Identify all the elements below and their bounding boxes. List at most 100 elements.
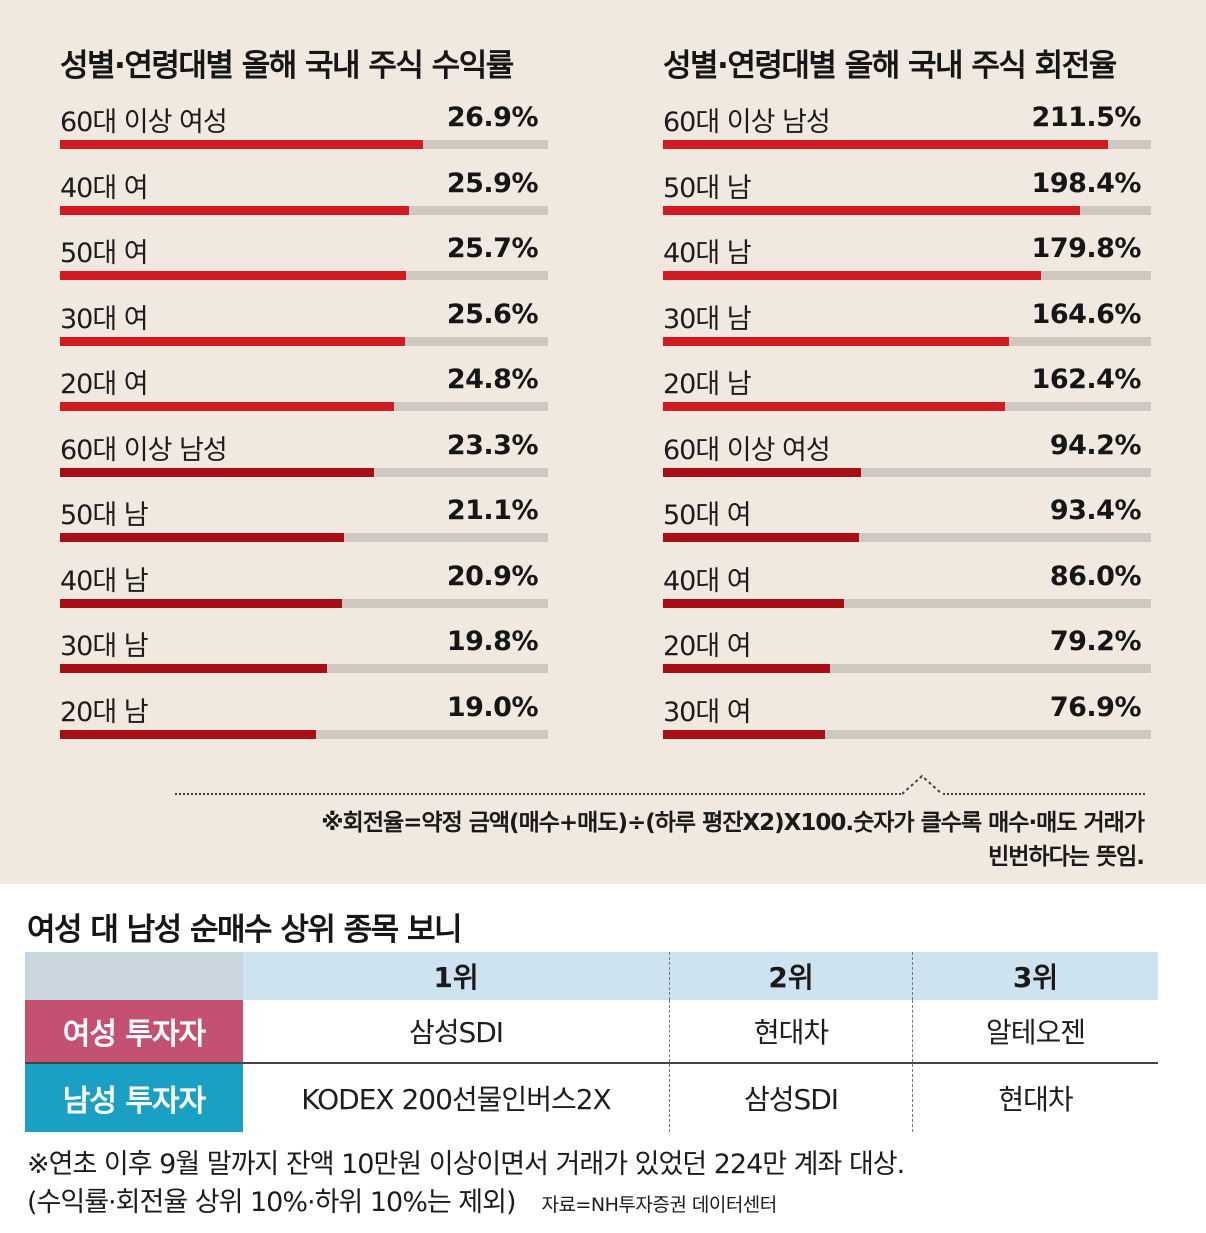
bar-track	[60, 205, 548, 215]
bar-category-label: 50대 여	[663, 500, 752, 531]
bar-category-label: 60대 이상 여성	[60, 107, 228, 138]
bar	[60, 402, 395, 411]
bar-value-label: 211.5%	[1031, 102, 1142, 133]
bar-row: 50대 여 25.7%	[60, 227, 548, 293]
bar-category-label: 20대 남	[663, 369, 752, 400]
bar-value-label: 25.7%	[446, 233, 539, 264]
bar-row: 20대 여 24.8%	[60, 358, 548, 424]
bar-row: 30대 남 164.6%	[663, 293, 1151, 359]
bar-category-label: 20대 여	[663, 631, 752, 662]
bar	[663, 729, 825, 739]
bar	[663, 140, 1108, 149]
bar-track	[60, 467, 548, 477]
bar-row: 40대 남 179.8%	[663, 227, 1151, 293]
bar	[663, 205, 1081, 215]
return-rate-chart: 성별·연령대별 올해 국내 주식 수익률 60대 이상 여성 26.9% 40대 여…	[60, 40, 548, 751]
table-cell: 현대차	[670, 1000, 913, 1062]
table-row-men: 남성 투자자 KODEX 200선물인버스2X 삼성SDI 현대차	[25, 1062, 1158, 1132]
bar-value-label: 25.6%	[446, 298, 539, 330]
table-cell: 삼성SDI	[243, 1000, 670, 1062]
bar-category-label: 20대 여	[60, 369, 149, 400]
bar-value-label: 24.8%	[446, 364, 539, 395]
bar	[60, 598, 342, 608]
bar-row: 60대 이상 여성 94.2%	[663, 424, 1151, 490]
table-cell: 현대차	[998, 1083, 1073, 1116]
bar	[60, 533, 345, 542]
bar	[663, 402, 1005, 411]
bar	[60, 467, 375, 477]
bar-row: 60대 이상 남성 23.3%	[60, 424, 548, 490]
bar-category-label: 30대 여	[663, 696, 752, 728]
bar-value-label: 25.9%	[446, 167, 539, 199]
row-header-women: 여성 투자자	[25, 1000, 243, 1062]
note-line-2: (수익률·회전율 상위 10%·하위 10%는 제외) 자료=NH투자증권 데이터…	[27, 1184, 904, 1224]
bar-track	[60, 402, 548, 411]
bar-value-label: 164.6%	[1031, 298, 1142, 330]
bar	[663, 664, 830, 673]
bar-row: 50대 여 93.4%	[663, 489, 1151, 555]
bar	[663, 598, 844, 608]
footnote-line-2: 빈번하다는 뜻임.	[988, 844, 1145, 870]
bar-row: 40대 여 25.9%	[60, 162, 548, 228]
bar-value-label: 179.8%	[1031, 233, 1142, 264]
bar-track	[60, 140, 548, 149]
bar-track	[663, 271, 1151, 280]
bar-value-label: 20.9%	[446, 560, 539, 592]
bar-category-label: 60대 이상 여성	[663, 434, 831, 466]
dotted-divider	[175, 793, 1145, 795]
bar-value-label: 162.4%	[1031, 364, 1142, 395]
bar-track	[60, 598, 548, 608]
bar-track	[663, 664, 1151, 673]
turnover-footnote: ※회전율=약정 금액(매수+매도)÷(하루 평잔X2)X100.숫자가 클수록 …	[164, 806, 1145, 874]
bar-value-label: 94.2%	[1049, 429, 1142, 461]
bar-track	[60, 336, 548, 346]
bar-track	[60, 664, 548, 673]
bar-row: 40대 남 20.9%	[60, 555, 548, 621]
bar-value-label: 26.9%	[446, 102, 539, 133]
bar-row: 50대 남 21.1%	[60, 489, 548, 555]
top-stocks-table: 1위 2위 3위 여성 투자자 삼성SDI 현대차 알테오젠 남성 투자자 KO…	[25, 952, 1158, 1132]
bar-category-label: 60대 이상 남성	[663, 107, 831, 138]
bar-category-label: 60대 이상 남성	[60, 434, 228, 466]
table-cell: 알테오젠	[985, 1016, 1086, 1049]
bar-value-label: 76.9%	[1049, 691, 1142, 723]
bar-track	[60, 729, 548, 739]
column-header-rank-1: 1위	[243, 952, 670, 1000]
bar-value-label: 23.3%	[446, 429, 539, 461]
row-header-men: 남성 투자자	[25, 1064, 243, 1132]
bar-category-label: 20대 남	[60, 696, 149, 728]
bar-category-label: 40대 여	[663, 565, 752, 597]
header-corner	[25, 952, 243, 1000]
note-exclusion: (수익률·회전율 상위 10%·하위 10%는 제외)	[27, 1187, 517, 1218]
bar-row: 60대 이상 남성 211.5%	[663, 96, 1151, 162]
survey-note: ※연초 이후 9월 말까지 잔액 10만원 이상이면서 거래가 있었던 224만…	[27, 1146, 905, 1224]
bar-row: 50대 남 198.4%	[663, 162, 1151, 228]
bar-track	[663, 336, 1151, 346]
bar-row: 20대 남 162.4%	[663, 358, 1151, 424]
bar-row: 20대 남 19.0%	[60, 686, 548, 752]
bar-track	[663, 729, 1151, 739]
bar-track	[663, 533, 1151, 542]
bar-value-label: 198.4%	[1031, 167, 1142, 199]
bar-list: 60대 이상 남성 211.5% 50대 남 198.4% 40대 남 179.8% 30대…	[663, 96, 1151, 751]
bar-category-label: 50대 여	[60, 238, 149, 269]
table-title: 여성 대 남성 순매수 상위 종목 보니	[27, 912, 463, 948]
bar	[663, 467, 862, 477]
footnote-line-1: ※회전율=약정 금액(매수+매도)÷(하루 평잔X2)X100.숫자가 클수록 …	[321, 810, 1145, 836]
table-row-women: 여성 투자자 삼성SDI 현대차 알테오젠	[25, 1000, 1158, 1062]
bar	[60, 729, 317, 739]
bar-category-label: 30대 여	[60, 303, 149, 335]
bar-category-label: 50대 남	[663, 172, 752, 204]
turnover-rate-chart: 성별·연령대별 올해 국내 주식 회전율 60대 이상 남성 211.5% 50대 …	[663, 40, 1151, 751]
bar	[60, 205, 410, 215]
bar-track	[663, 205, 1151, 215]
bar-category-label: 30대 남	[60, 631, 149, 662]
column-header-rank-2: 2위	[670, 952, 913, 1000]
bar-row: 30대 여 76.9%	[663, 686, 1151, 752]
bar-value-label: 86.0%	[1049, 560, 1142, 592]
bar-category-label: 40대 남	[663, 238, 752, 269]
bar	[60, 271, 407, 280]
bar-track	[663, 598, 1151, 608]
note-line-1: ※연초 이후 9월 말까지 잔액 10만원 이상이면서 거래가 있었던 224만…	[27, 1149, 905, 1180]
table-header-row: 1위 2위 3위	[25, 952, 1158, 1000]
